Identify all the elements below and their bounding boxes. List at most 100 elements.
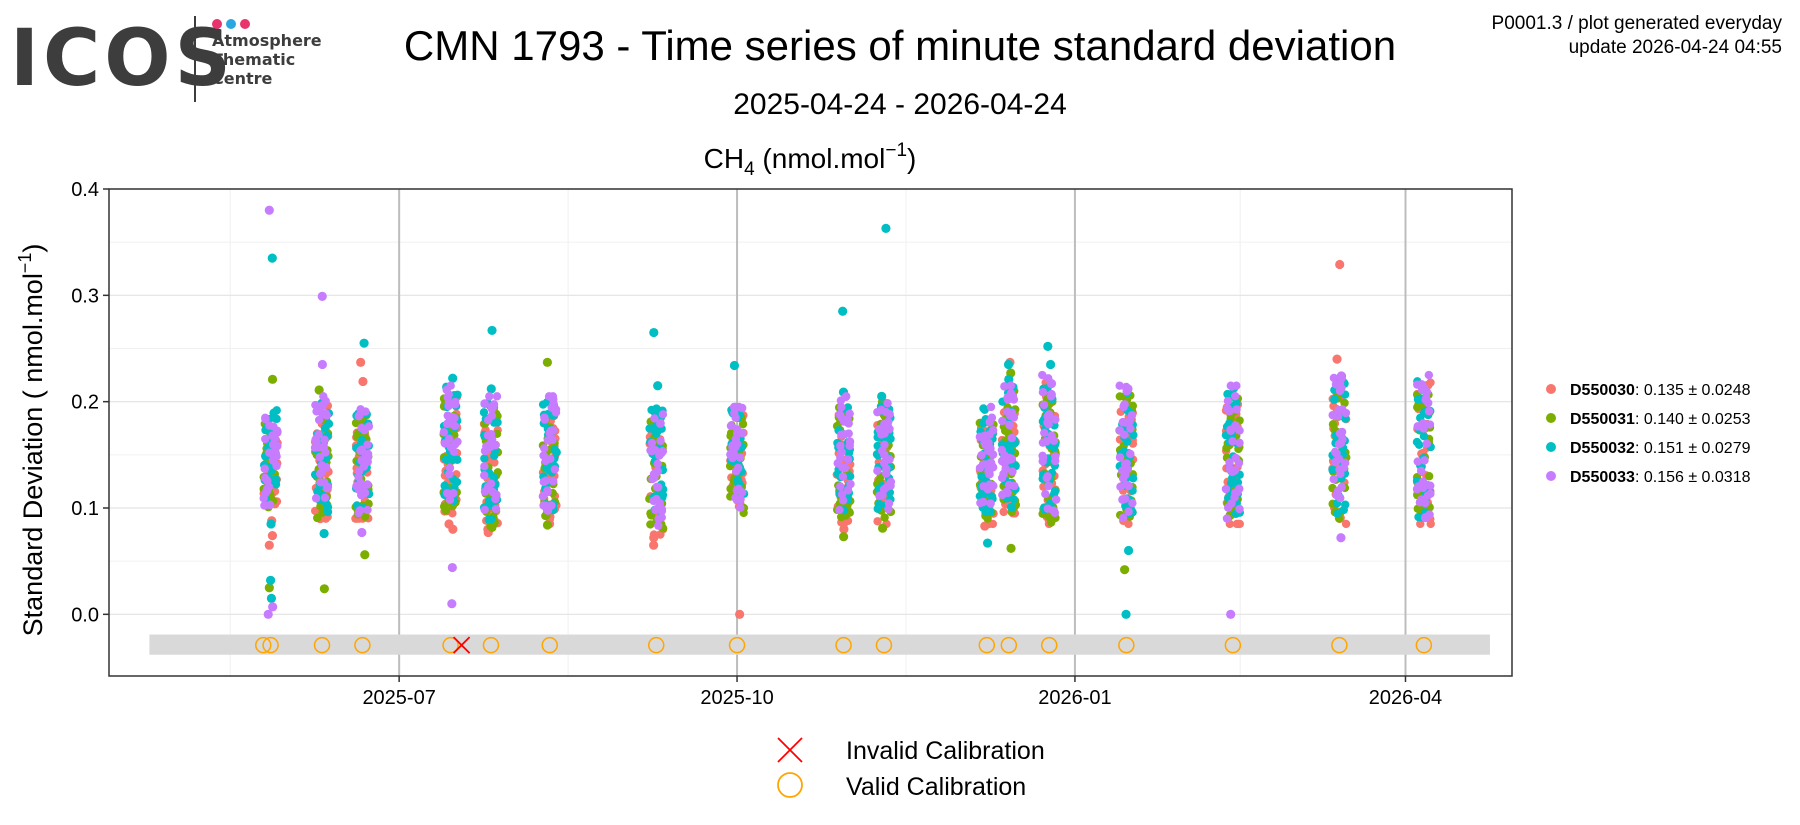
data-point-d550033 bbox=[845, 441, 854, 451]
valid-calibration-marker bbox=[1415, 636, 1433, 654]
data-point-d550033 bbox=[1001, 464, 1010, 474]
data-point-d550032 bbox=[729, 360, 740, 371]
data-point-d550032 bbox=[1003, 359, 1014, 370]
data-point-d550031 bbox=[542, 357, 552, 367]
data-point-d550033 bbox=[843, 486, 853, 495]
data-point-d550033 bbox=[1424, 370, 1434, 380]
data-point-d550033 bbox=[1040, 428, 1049, 437]
data-point-d550033 bbox=[836, 396, 846, 405]
data-point-d550032 bbox=[1121, 609, 1131, 619]
data-point-d550033 bbox=[736, 503, 745, 512]
calibration-band-layer bbox=[149, 634, 1490, 655]
logo-dots bbox=[212, 16, 254, 29]
data-point-d550033 bbox=[883, 398, 892, 408]
data-point-d550030 bbox=[1341, 519, 1351, 529]
data-point-d550032 bbox=[1004, 440, 1014, 449]
y-tick-label: 0.1 bbox=[71, 498, 99, 520]
data-point-d550032 bbox=[1006, 502, 1016, 512]
data-point-d550031 bbox=[1006, 543, 1016, 554]
data-point-d550033 bbox=[1424, 407, 1434, 416]
data-point-d550033 bbox=[838, 463, 847, 472]
data-point-d550032 bbox=[479, 408, 489, 417]
calibration-legend: Invalid Calibration Valid Calibration bbox=[777, 737, 1045, 801]
data-point-d550033 bbox=[1007, 433, 1016, 443]
data-point-d550033 bbox=[1038, 453, 1048, 462]
data-point-d550031 bbox=[836, 512, 846, 522]
legend-swatch-d550031 bbox=[1546, 413, 1556, 423]
data-point-d550033 bbox=[440, 439, 450, 448]
data-point-d550033 bbox=[1230, 391, 1240, 401]
data-point-d550032 bbox=[441, 455, 451, 464]
y-axis-label-superscript: −1 bbox=[15, 253, 35, 274]
data-point-d550032 bbox=[359, 338, 369, 348]
calibration-band bbox=[149, 634, 1490, 655]
data-point-d550033 bbox=[356, 478, 365, 488]
data-point-d550033 bbox=[978, 460, 988, 469]
data-point-d550033 bbox=[656, 436, 665, 446]
data-point-d550033 bbox=[1042, 437, 1051, 446]
data-point-d550030 bbox=[264, 540, 274, 550]
data-point-d550030 bbox=[267, 531, 278, 541]
data-point-d550031 bbox=[1340, 398, 1349, 408]
data-point-d550033 bbox=[260, 464, 269, 473]
data-point-d550033 bbox=[657, 449, 666, 458]
data-point-d550033 bbox=[488, 487, 498, 497]
data-point-d550033 bbox=[1221, 484, 1231, 494]
data-point-d550033 bbox=[1329, 475, 1338, 484]
panel-title-subscript: 4 bbox=[744, 159, 755, 180]
data-point-d550033 bbox=[315, 453, 325, 462]
data-point-d550033 bbox=[728, 441, 737, 450]
panel-title: CH4 (nmol.mol−1) bbox=[704, 140, 917, 180]
data-point-d550033 bbox=[263, 609, 273, 619]
data-point-d550033 bbox=[443, 489, 452, 498]
data-point-d550032 bbox=[877, 391, 887, 401]
data-point-d550033 bbox=[1413, 457, 1422, 466]
data-point-d550033 bbox=[1230, 493, 1239, 502]
y-axis-label: Standard Deviation ( nmol.mol−1) bbox=[15, 244, 48, 637]
data-point-d550033 bbox=[981, 441, 990, 450]
data-point-d550033 bbox=[480, 471, 489, 480]
data-point-d550033 bbox=[736, 495, 745, 504]
data-point-d550033 bbox=[1051, 456, 1060, 466]
data-point-d550033 bbox=[317, 467, 326, 477]
data-point-d550033 bbox=[650, 473, 659, 483]
logo-dot bbox=[212, 19, 222, 29]
data-point-d550031 bbox=[1413, 504, 1423, 513]
data-point-d550030 bbox=[1416, 519, 1425, 529]
data-point-d550033 bbox=[311, 400, 320, 410]
y-tick-label: 0.4 bbox=[71, 179, 99, 201]
data-point-d550032 bbox=[1006, 447, 1016, 456]
data-point-d550033 bbox=[548, 392, 558, 401]
icos-logo-wordmark: ICOS bbox=[10, 14, 235, 104]
data-point-d550033 bbox=[317, 359, 328, 370]
major-gridlines bbox=[109, 188, 1512, 676]
invalid-calibration-label: Invalid Calibration bbox=[846, 737, 1045, 765]
panel-title-units: (nmol.mol bbox=[755, 143, 886, 174]
data-point-d550033 bbox=[1420, 456, 1429, 465]
y-tick-label: 0.0 bbox=[71, 604, 99, 626]
data-point-d550032 bbox=[1419, 432, 1429, 441]
data-point-d550030 bbox=[649, 540, 659, 550]
data-point-d550030 bbox=[649, 533, 659, 543]
valid-calibration-marker bbox=[1224, 636, 1242, 654]
logo-text: Atmosphere Thematic Centre bbox=[212, 31, 322, 88]
data-point-d550033 bbox=[1044, 481, 1053, 491]
data-point-d550033 bbox=[439, 428, 449, 437]
data-point-d550032 bbox=[652, 407, 661, 416]
data-point-d550031 bbox=[360, 512, 370, 521]
data-point-d550033 bbox=[270, 434, 279, 444]
data-point-d550031 bbox=[314, 385, 324, 395]
data-point-d550033 bbox=[1010, 481, 1019, 491]
y-tick-label: 0.2 bbox=[71, 392, 99, 414]
legend-swatch-d550030 bbox=[1546, 384, 1556, 394]
data-point-d550033 bbox=[360, 488, 370, 498]
data-point-d550033 bbox=[986, 499, 995, 508]
data-point-d550032 bbox=[487, 325, 497, 336]
valid-calibration-label: Valid Calibration bbox=[846, 773, 1026, 801]
data-point-d550033 bbox=[480, 505, 489, 515]
data-point-d550033 bbox=[446, 443, 456, 452]
data-point-d550033 bbox=[1043, 472, 1052, 481]
data-point-d550033 bbox=[726, 421, 736, 431]
data-point-d550033 bbox=[551, 405, 561, 414]
